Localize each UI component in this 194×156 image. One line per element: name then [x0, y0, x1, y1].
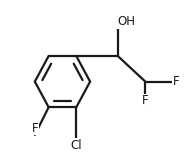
Text: F: F	[31, 122, 38, 135]
Text: F: F	[173, 75, 180, 88]
Text: Cl: Cl	[70, 139, 82, 152]
Text: F: F	[142, 94, 149, 107]
Text: OH: OH	[118, 15, 136, 28]
